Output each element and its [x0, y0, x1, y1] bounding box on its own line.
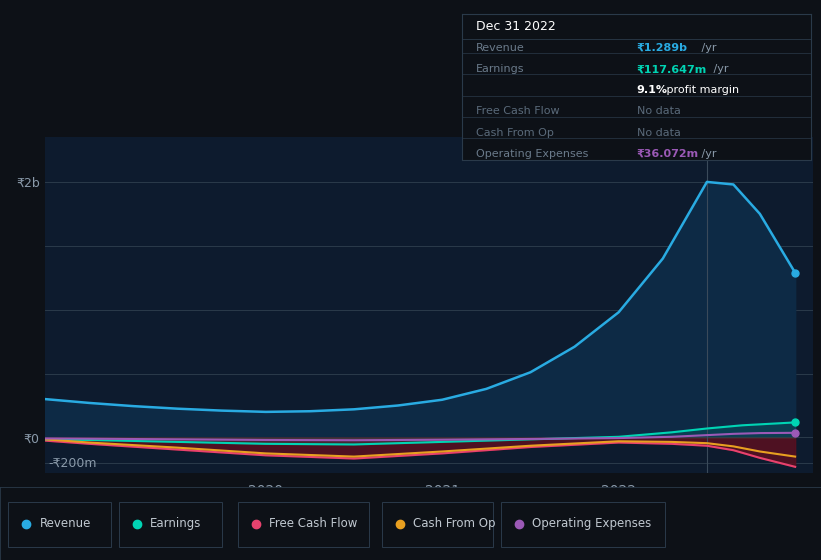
- Text: Operating Expenses: Operating Expenses: [476, 149, 589, 158]
- Text: Free Cash Flow: Free Cash Flow: [476, 106, 560, 116]
- Text: Cash From Op: Cash From Op: [476, 128, 554, 138]
- Text: Earnings: Earnings: [150, 517, 202, 530]
- Text: /yr: /yr: [710, 64, 728, 74]
- Text: /yr: /yr: [698, 149, 716, 158]
- Text: No data: No data: [637, 128, 681, 138]
- Text: ₹36.072m: ₹36.072m: [637, 149, 699, 158]
- Text: 9.1%: 9.1%: [637, 85, 667, 95]
- Text: ₹117.647m: ₹117.647m: [637, 64, 707, 74]
- Text: Free Cash Flow: Free Cash Flow: [269, 517, 358, 530]
- Text: Cash From Op: Cash From Op: [413, 517, 495, 530]
- Text: Dec 31 2022: Dec 31 2022: [476, 20, 556, 33]
- Text: Revenue: Revenue: [39, 517, 91, 530]
- Text: Earnings: Earnings: [476, 64, 525, 74]
- Text: -₹200m: -₹200m: [48, 456, 97, 469]
- Text: profit margin: profit margin: [663, 85, 739, 95]
- Text: ₹1.289b: ₹1.289b: [637, 43, 688, 53]
- Text: No data: No data: [637, 106, 681, 116]
- Text: Revenue: Revenue: [476, 43, 525, 53]
- Text: /yr: /yr: [698, 43, 716, 53]
- Text: Operating Expenses: Operating Expenses: [532, 517, 651, 530]
